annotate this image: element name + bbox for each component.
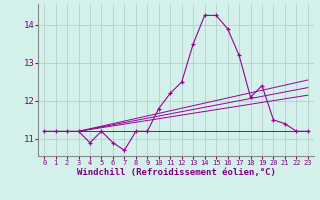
- X-axis label: Windchill (Refroidissement éolien,°C): Windchill (Refroidissement éolien,°C): [76, 168, 276, 177]
